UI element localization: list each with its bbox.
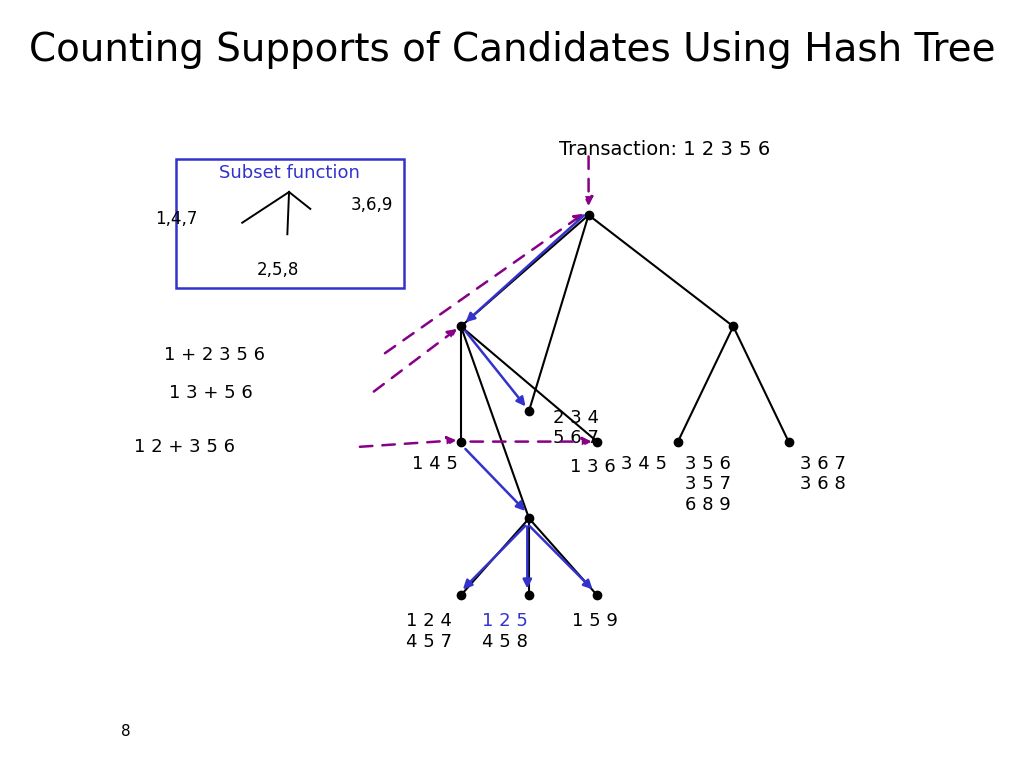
Text: 1 3 + 5 6: 1 3 + 5 6 (169, 384, 253, 402)
Text: 3 5 7: 3 5 7 (685, 475, 731, 493)
Text: 2 3 4: 2 3 4 (553, 409, 599, 426)
Text: Counting Supports of Candidates Using Hash Tree: Counting Supports of Candidates Using Ha… (29, 31, 995, 69)
Text: 1 2 + 3 5 6: 1 2 + 3 5 6 (134, 438, 236, 456)
Text: 1 4 5: 1 4 5 (412, 455, 458, 472)
Text: 6 8 9: 6 8 9 (685, 496, 730, 514)
Text: Transaction: 1 2 3 5 6: Transaction: 1 2 3 5 6 (559, 141, 770, 159)
Text: 3,6,9: 3,6,9 (350, 196, 392, 214)
Text: 1 2 5: 1 2 5 (482, 612, 528, 630)
Text: 2,5,8: 2,5,8 (257, 261, 299, 279)
Text: 1 5 9: 1 5 9 (571, 612, 617, 630)
FancyBboxPatch shape (176, 159, 403, 288)
Text: Subset function: Subset function (219, 164, 360, 182)
Text: 5 6 7: 5 6 7 (553, 429, 599, 446)
Text: 3 6 8: 3 6 8 (800, 475, 846, 493)
Text: 4 5 8: 4 5 8 (482, 633, 528, 650)
Text: 3 4 5: 3 4 5 (621, 455, 667, 472)
Text: 8: 8 (121, 723, 130, 739)
Text: 3 5 6: 3 5 6 (685, 455, 730, 472)
Text: 1 + 2 3 5 6: 1 + 2 3 5 6 (164, 346, 265, 364)
Text: 1,4,7: 1,4,7 (155, 210, 198, 228)
Text: 3 6 7: 3 6 7 (800, 455, 846, 472)
Text: 4 5 7: 4 5 7 (406, 633, 452, 650)
Text: 1 3 6: 1 3 6 (570, 458, 615, 476)
Text: 1 2 4: 1 2 4 (406, 612, 452, 630)
